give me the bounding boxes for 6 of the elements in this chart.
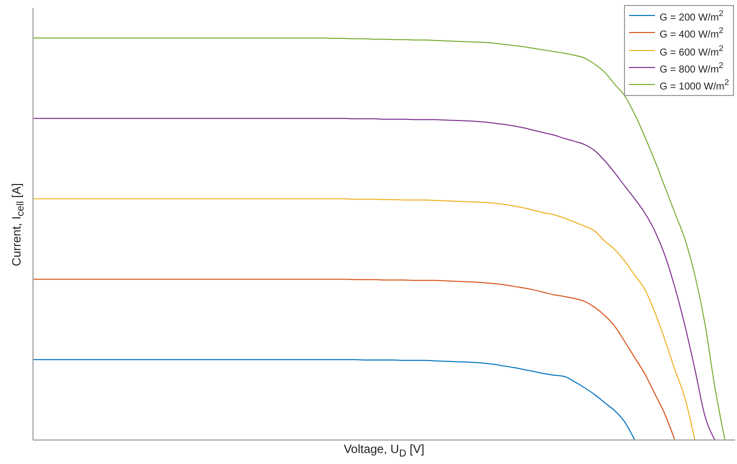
legend-label: G = 1000 W/m$^{2}$ bbox=[660, 76, 729, 94]
x-axis-title: Voltage, U$_{D}$ [V] bbox=[342, 442, 426, 460]
legend-label: G = 400 W/m$^{2}$ bbox=[660, 24, 724, 42]
legend-label: G = 800 W/m$^{2}$ bbox=[660, 58, 724, 76]
legend-label: G = 200 W/m$^{2}$ bbox=[660, 7, 724, 24]
legend-label: G = 600 W/m$^{2}$ bbox=[660, 42, 724, 59]
